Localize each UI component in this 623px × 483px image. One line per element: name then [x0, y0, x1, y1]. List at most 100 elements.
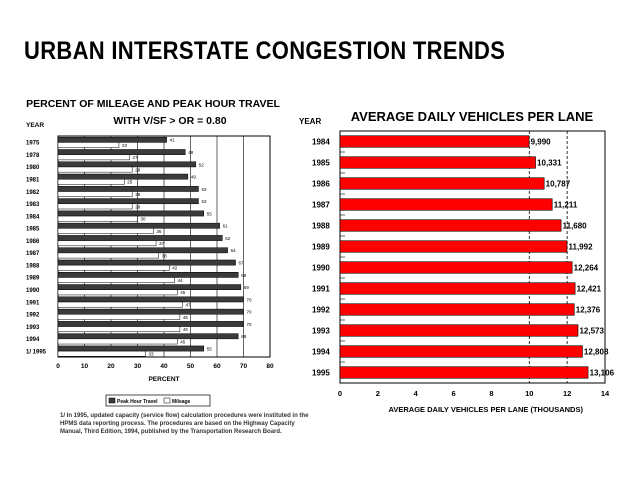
peak-hour-value-label: 70 — [247, 310, 253, 315]
legend-label-mileage: Mileage — [172, 399, 191, 405]
left-year-label: 1/ 1995 — [26, 349, 47, 355]
mileage-bar — [57, 277, 175, 283]
adt-bar — [339, 366, 589, 379]
mileage-value-label: 37 — [159, 241, 165, 246]
left-x-tick-label: 50 — [187, 363, 195, 370]
adt-value-label: 10,331 — [537, 159, 562, 168]
peak-hour-value-label: 69 — [244, 285, 250, 290]
adt-bar — [339, 282, 576, 295]
right-year-label: 1988 — [312, 222, 330, 231]
mileage-value-label: 42 — [172, 266, 178, 271]
left-year-label: 1981 — [26, 177, 40, 183]
right-x-tick-label: 8 — [489, 389, 493, 398]
right-year-label: 1992 — [312, 306, 330, 315]
right-year-label: 1993 — [312, 327, 330, 336]
peak-hour-value-label: 53 — [201, 187, 207, 192]
peak-hour-value-label: 68 — [241, 334, 247, 339]
legend-label-peak-hour: Peak Hour Travel — [117, 399, 158, 405]
right-x-tick-label: 10 — [525, 389, 533, 398]
peak-hour-value-label: 61 — [223, 224, 229, 229]
right-chart-title: AVERAGE DAILY VEHICLES PER LANE — [351, 109, 594, 124]
left-year-label: 1993 — [26, 325, 40, 331]
peak-hour-value-label: 67 — [239, 260, 245, 265]
adt-bar — [339, 219, 562, 232]
mileage-value-label: 46 — [183, 315, 189, 320]
peak-hour-value-label: 64 — [231, 248, 237, 253]
mileage-value-label: 28 — [135, 192, 141, 197]
mileage-value-label: 44 — [178, 278, 184, 283]
left-year-label: 1983 — [26, 202, 40, 208]
adt-value-label: 12,421 — [577, 285, 602, 294]
left-year-label: 1975 — [26, 141, 40, 147]
adt-value-label: 13,106 — [590, 369, 615, 378]
left-chart-subtitle: WITH V/SF > OR = 0.80 — [113, 115, 226, 127]
left-year-label: 1985 — [26, 227, 40, 233]
mileage-value-label: 45 — [180, 339, 186, 344]
right-year-label: 1986 — [312, 180, 330, 189]
left-x-tick-label: 80 — [266, 363, 274, 370]
left-year-label: 1984 — [26, 214, 40, 220]
left-year-axis-label: YEAR — [26, 122, 44, 129]
peak-hour-bar — [57, 198, 199, 205]
left-year-label: 1986 — [26, 239, 40, 245]
mileage-value-label: 27 — [133, 155, 139, 160]
peak-hour-bar — [57, 173, 189, 180]
mileage-bar — [57, 228, 154, 234]
peak-hour-value-label: 68 — [241, 273, 247, 278]
right-plot-frame — [339, 130, 606, 384]
peak-hour-value-label: 53 — [201, 199, 207, 204]
left-year-label: 1982 — [26, 190, 40, 196]
mileage-value-label: 45 — [180, 290, 186, 295]
mileage-bar — [57, 301, 183, 308]
mileage-value-label: 36 — [156, 229, 162, 234]
left-x-tick-label: 10 — [81, 363, 89, 370]
left-x-tick-label: 40 — [160, 363, 168, 370]
page-title: URBAN INTERSTATE CONGESTION TRENDS — [24, 36, 506, 65]
right-x-tick-label: 2 — [376, 389, 380, 398]
right-x-tick-label: 14 — [601, 389, 610, 398]
left-x-axis-label: PERCENT — [148, 376, 179, 383]
footnote: 1/ In 1995, updated capacity (service fl… — [60, 413, 309, 436]
adt-value-label: 11,680 — [563, 222, 588, 231]
right-year-label: 1987 — [312, 201, 330, 210]
mileage-bar — [57, 252, 159, 259]
mileage-bar — [57, 314, 181, 320]
peak-hour-bar — [57, 308, 244, 315]
right-year-label: 1991 — [312, 285, 330, 294]
mileage-bar — [57, 240, 157, 247]
mileage-bar — [57, 203, 133, 210]
peak-hour-value-label: 70 — [247, 322, 253, 327]
left-year-label: 1978 — [26, 153, 40, 159]
adt-bar — [339, 177, 545, 190]
mileage-value-label: 28 — [135, 167, 141, 172]
right-x-tick-label: 6 — [451, 389, 455, 398]
peak-hour-bar — [57, 149, 186, 155]
left-year-label: 1989 — [26, 276, 40, 282]
adt-value-label: 10,787 — [546, 180, 571, 189]
peak-hour-value-label: 52 — [199, 162, 205, 167]
peak-hour-bar — [57, 284, 242, 290]
adt-value-label: 12,808 — [584, 348, 609, 357]
mileage-value-label: 30 — [141, 217, 147, 222]
adt-bar — [339, 156, 536, 169]
peak-hour-bar — [57, 161, 197, 168]
mileage-value-label: 47 — [186, 303, 192, 308]
legend-swatch-peak-hour — [108, 397, 116, 404]
mileage-value-label: 46 — [183, 327, 189, 332]
mileage-value-label: 25 — [127, 180, 133, 185]
left-year-label: 1987 — [26, 251, 40, 257]
adt-bar — [339, 345, 583, 358]
peak-hour-bar — [57, 272, 239, 278]
adt-bar — [339, 240, 568, 253]
mileage-bar — [57, 166, 133, 173]
mileage-bar — [57, 338, 178, 345]
peak-hour-value-label: 41 — [170, 138, 176, 143]
peak-hour-bar — [57, 333, 239, 340]
right-year-label: 1990 — [312, 264, 330, 273]
peak-hour-value-label: 70 — [247, 297, 253, 302]
mileage-bar — [57, 142, 120, 148]
left-year-label: 1990 — [26, 288, 40, 294]
left-x-tick-label: 70 — [240, 363, 248, 370]
peak-hour-bar — [57, 210, 204, 217]
